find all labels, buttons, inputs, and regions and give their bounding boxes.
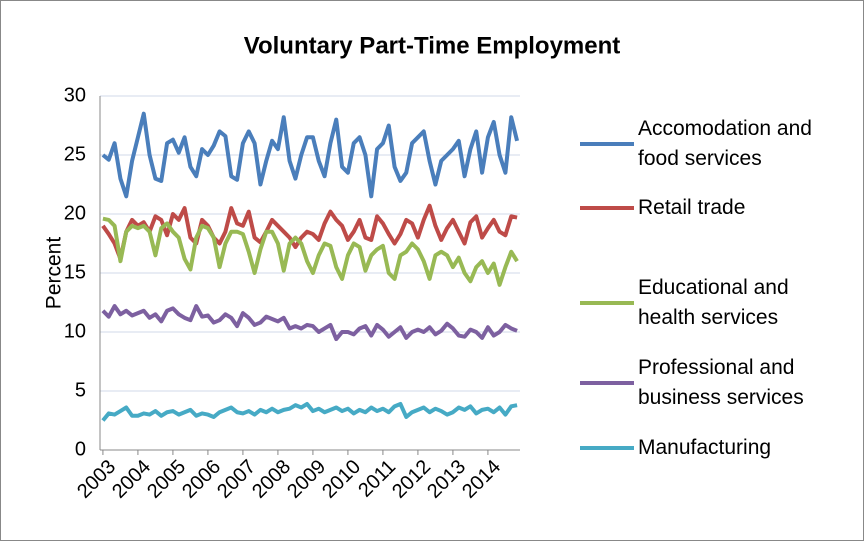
legend-swatch [580, 206, 634, 210]
legend-item: Educational and health services [580, 273, 838, 333]
legend-label: Professional and business services [638, 356, 804, 409]
series-line [101, 203, 518, 261]
legend-label: Manufacturing [638, 436, 772, 459]
series-line [101, 401, 518, 422]
legend-item: Accomodation and food services [580, 114, 838, 174]
y-tick-label: 0 [75, 438, 86, 460]
legend-swatch [580, 142, 634, 146]
series-line [101, 111, 520, 199]
legend-item: Retail trade [580, 193, 838, 223]
y-tick-label: 5 [75, 379, 86, 401]
legend-item: Manufacturing [580, 433, 838, 463]
legend-label: Retail trade [638, 196, 746, 219]
y-tick-label: 15 [64, 261, 86, 283]
chart-title: Voluntary Part-Time Employment [244, 32, 621, 59]
legend-swatch [580, 446, 634, 450]
series-line [102, 216, 519, 287]
y-tick-label: 20 [64, 202, 86, 224]
legend-swatch [580, 301, 634, 305]
legend-swatch [580, 381, 634, 385]
y-tick-label: 10 [64, 320, 86, 342]
y-tick-label: 30 [64, 84, 86, 106]
y-tick-label: 25 [64, 143, 86, 165]
legend-label: Educational and health services [638, 276, 789, 329]
legend-label: Accomodation and food services [638, 117, 812, 170]
legend-item: Professional and business services [580, 353, 838, 413]
series-line [101, 304, 518, 342]
y-axis-label: Percent [43, 237, 66, 310]
